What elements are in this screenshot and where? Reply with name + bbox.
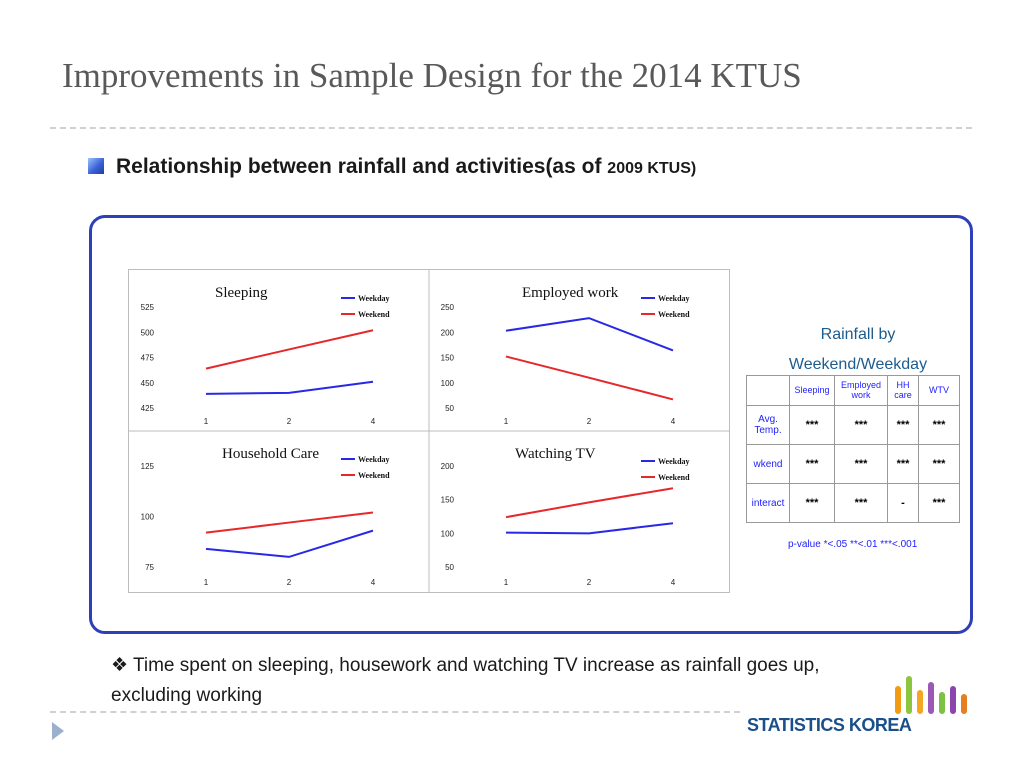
legend-label: Weekday — [658, 294, 690, 303]
x-tick-label: 1 — [204, 417, 209, 426]
subheading-text: Relationship between rainfall and activi… — [116, 155, 602, 178]
rainfall-title-line2: Weekend/Weekday — [788, 356, 928, 373]
square-bullet-icon — [88, 158, 104, 174]
x-tick-label: 1 — [204, 578, 209, 587]
table-cell: *** — [834, 483, 888, 523]
table-cell: *** — [918, 444, 960, 484]
y-tick-label: 475 — [141, 354, 155, 363]
table-cell: *** — [887, 405, 919, 445]
series-line-weekday — [505, 522, 674, 535]
table-cell: *** — [789, 444, 835, 484]
x-tick-label: 4 — [371, 578, 376, 587]
statistics-korea-logo: STATISTICS KOREA — [745, 672, 975, 742]
series-line-weekend — [205, 329, 374, 370]
y-tick-label: 150 — [441, 354, 455, 363]
y-tick-label: 525 — [141, 303, 155, 312]
diamond-bullet-icon: ❖ — [111, 655, 129, 676]
series-line-weekday — [205, 380, 374, 395]
legend-label: Weekday — [658, 457, 690, 466]
y-tick-label: 425 — [141, 404, 155, 413]
legend-label: Weekend — [358, 471, 390, 480]
y-tick-label: 450 — [141, 379, 155, 388]
x-tick-label: 4 — [671, 417, 676, 426]
column-header: HH care — [887, 375, 919, 406]
table-row: wkend *** *** *** *** — [746, 444, 960, 484]
y-tick-label: 250 — [441, 303, 455, 312]
x-tick-label: 1 — [504, 578, 509, 587]
column-header: Employed work — [834, 375, 888, 406]
chart-title: Sleeping — [215, 285, 268, 301]
series-line-weekend — [505, 355, 674, 401]
x-tick-label: 1 — [504, 417, 509, 426]
page-title: Improvements in Sample Design for the 20… — [62, 56, 802, 95]
table-row: interact *** *** - *** — [746, 483, 960, 523]
table-cell: *** — [789, 405, 835, 445]
rainfall-title-line1: Rainfall by — [820, 326, 896, 343]
table-header-row: Sleeping Employed work HH care WTV — [746, 375, 960, 406]
chart-title: Watching TV — [515, 446, 596, 462]
legend-label: Weekday — [358, 455, 390, 464]
subheading-close: ) — [690, 160, 697, 177]
chart-title: Employed work — [522, 285, 619, 301]
chart-title: Household Care — [222, 446, 319, 462]
y-tick-label: 100 — [441, 529, 455, 538]
y-tick-label: 125 — [141, 462, 155, 471]
series-line-weekend — [505, 487, 674, 519]
table-cell: *** — [887, 444, 919, 484]
column-header: Sleeping — [789, 375, 835, 406]
y-tick-label: 50 — [445, 404, 454, 413]
bottom-divider — [50, 711, 740, 713]
table-cell: *** — [918, 405, 960, 445]
play-arrow-icon — [52, 722, 64, 740]
legend-label: Weekend — [658, 310, 690, 319]
charts-grid: Sleeping 425 450 475 500 525 1 2 4 Weekday Weekend… — [128, 269, 730, 593]
x-tick-label: 4 — [371, 417, 376, 426]
table-corner — [746, 375, 790, 406]
x-tick-label: 2 — [287, 578, 292, 587]
table-row: Avg. Temp. *** *** *** *** — [746, 405, 960, 445]
y-tick-label: 150 — [441, 496, 455, 505]
top-divider — [50, 127, 972, 129]
row-header: Avg. Temp. — [746, 405, 790, 445]
x-tick-label: 2 — [287, 417, 292, 426]
table-cell: - — [887, 483, 919, 523]
row-header: wkend — [746, 444, 790, 484]
series-line-weekend — [205, 511, 374, 534]
logo-text: STATISTICS KOREA — [747, 715, 912, 735]
y-tick-label: 200 — [441, 462, 455, 471]
footnote-text: Time spent on sleeping, housework and wa… — [111, 655, 820, 706]
legend-label: Weekday — [358, 294, 390, 303]
pvalue-note: p-value *<.05 **<.01 ***<.001 — [788, 539, 918, 550]
y-tick-label: 100 — [141, 513, 155, 522]
subheading-source: 2009 KTUS — [607, 160, 691, 177]
row-header: interact — [746, 483, 790, 523]
bars-logo-icon — [895, 676, 967, 714]
table-cell: *** — [789, 483, 835, 523]
footnote: ❖ Time spent on sleeping, housework and … — [111, 651, 901, 711]
y-tick-label: 200 — [441, 328, 455, 337]
y-tick-label: 100 — [441, 379, 455, 388]
x-tick-label: 2 — [587, 578, 592, 587]
x-tick-label: 2 — [587, 417, 592, 426]
series-line-weekday — [205, 529, 374, 558]
y-tick-label: 75 — [145, 563, 154, 572]
column-header: WTV — [918, 375, 960, 406]
table-cell: *** — [834, 444, 888, 484]
legend-label: Weekend — [658, 473, 690, 482]
legend-label: Weekend — [358, 310, 390, 319]
x-tick-label: 4 — [671, 578, 676, 587]
rainfall-table: Sleeping Employed work HH care WTV Avg. … — [746, 375, 960, 523]
y-tick-label: 50 — [445, 563, 454, 572]
series-line-weekday — [505, 317, 674, 352]
table-cell: *** — [918, 483, 960, 523]
y-tick-label: 500 — [141, 328, 155, 337]
subheading: Relationship between rainfall and activi… — [88, 155, 696, 179]
table-cell: *** — [834, 405, 888, 445]
